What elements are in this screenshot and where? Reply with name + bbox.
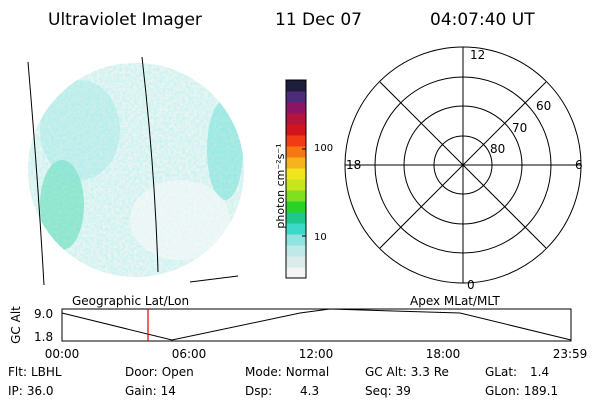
altitude-ytick-bottom: 1.8 — [34, 330, 53, 344]
xtick-1200: 12:00 — [299, 347, 334, 361]
colorbar-segment — [286, 223, 306, 235]
colorbar — [285, 79, 307, 279]
mlt-label-6: 6 — [575, 158, 583, 172]
door-label: Door: — [125, 365, 158, 379]
colorbar-tick-10: 10 — [314, 232, 327, 243]
flt-label: Flt: — [8, 365, 27, 379]
svg-text:Flt:LBHL: Flt: LBHL — [8, 365, 62, 379]
ip-label: IP: — [8, 384, 23, 398]
lat-label-60: 60 — [536, 99, 551, 113]
lat-label-70: 70 — [512, 121, 527, 135]
geographic-label: Geographic Lat/Lon — [72, 294, 189, 308]
colorbar-segment — [286, 91, 306, 103]
mode-value: Normal — [286, 365, 329, 379]
altitude-plot — [61, 308, 572, 342]
lat-label-80: 80 — [490, 142, 505, 156]
gain-value: 14 — [161, 384, 176, 398]
colorbar-segment — [286, 256, 306, 268]
mode-label: Mode: — [245, 365, 282, 379]
door-value: Open — [162, 365, 194, 379]
dsp-value: 4.3 — [300, 384, 319, 398]
colorbar-segment — [286, 201, 306, 213]
colorbar-segment — [286, 234, 306, 246]
colorbar-segment — [286, 168, 306, 180]
instrument-title: Ultraviolet Imager — [48, 10, 202, 30]
colorbar-segment — [286, 190, 306, 202]
altitude-curve — [61, 308, 572, 341]
colorbar-segment — [286, 124, 306, 136]
gcalt-value: 3.3 Re — [411, 365, 449, 379]
glon-label: GLon: — [485, 384, 520, 398]
ip-value: 36.0 — [27, 384, 54, 398]
glon-value: 189.1 — [524, 384, 558, 398]
svg-text:IP:36.0: IP: 36.0 — [8, 384, 54, 398]
colorbar-segment — [286, 146, 306, 158]
colorbar-segment — [286, 157, 306, 169]
seq-label: Seq: — [365, 384, 392, 398]
altitude-ylabel: GC Alt — [9, 306, 23, 344]
svg-text:GC Alt:3.3 Re: GC Alt: 3.3 Re — [365, 365, 449, 379]
svg-text:Door:Open: Door: Open — [125, 365, 194, 379]
mlt-label-0: 0 — [467, 278, 475, 292]
time-label: 04:07:40 UT — [430, 10, 535, 30]
mlt-label-12: 12 — [470, 48, 485, 62]
colorbar-segment — [286, 135, 306, 147]
aurora-patch — [40, 160, 84, 250]
colorbar-unit-label: photon cm⁻²s⁻¹ — [274, 143, 287, 228]
xtick-0600: 06:00 — [172, 347, 207, 361]
colorbar-segment — [286, 212, 306, 224]
gcalt-label: GC Alt: — [365, 365, 407, 379]
colorbar-segment — [286, 113, 306, 125]
colorbar-segment — [286, 267, 306, 279]
flt-value: LBHL — [31, 365, 62, 379]
dsp-label: Dsp: — [245, 384, 272, 398]
colorbar-segment — [286, 179, 306, 191]
longitude-line-left — [27, 61, 45, 286]
colorbar-tick-100: 100 — [314, 143, 333, 154]
glat-value: 1.4 — [530, 365, 549, 379]
colorbar-segment — [286, 245, 306, 257]
date-label: 11 Dec 07 — [275, 10, 362, 30]
mlt-label-18: 18 — [346, 158, 361, 172]
svg-text:Mode:Normal: Mode: Normal — [245, 365, 329, 379]
xtick-0000: 00:00 — [45, 347, 80, 361]
colorbar-segment — [286, 80, 306, 92]
altitude-ytick-top: 9.0 — [34, 307, 53, 321]
polar-grid — [344, 46, 582, 284]
gain-label: Gain: — [125, 384, 157, 398]
seq-value: 39 — [396, 384, 411, 398]
apex-label: Apex MLat/MLT — [410, 294, 500, 308]
info-panel: Flt: LBHL Door: Open Mode: Normal GC Alt: 3.… — [8, 365, 558, 398]
glat-label: GLat: — [485, 365, 517, 379]
colorbar-frame — [285, 79, 307, 279]
uv-image-panel — [27, 56, 244, 286]
colorbar-segment — [286, 102, 306, 114]
svg-text:Gain:14: Gain: 14 — [125, 384, 176, 398]
longitude-line-right — [141, 56, 159, 273]
latitude-line — [189, 275, 239, 283]
svg-text:GLon:189.1: GLon: 189.1 — [485, 384, 558, 398]
svg-text:Seq:39: Seq: 39 — [365, 384, 411, 398]
xtick-2359: 23:59 — [553, 347, 588, 361]
xtick-1800: 18:00 — [426, 347, 461, 361]
